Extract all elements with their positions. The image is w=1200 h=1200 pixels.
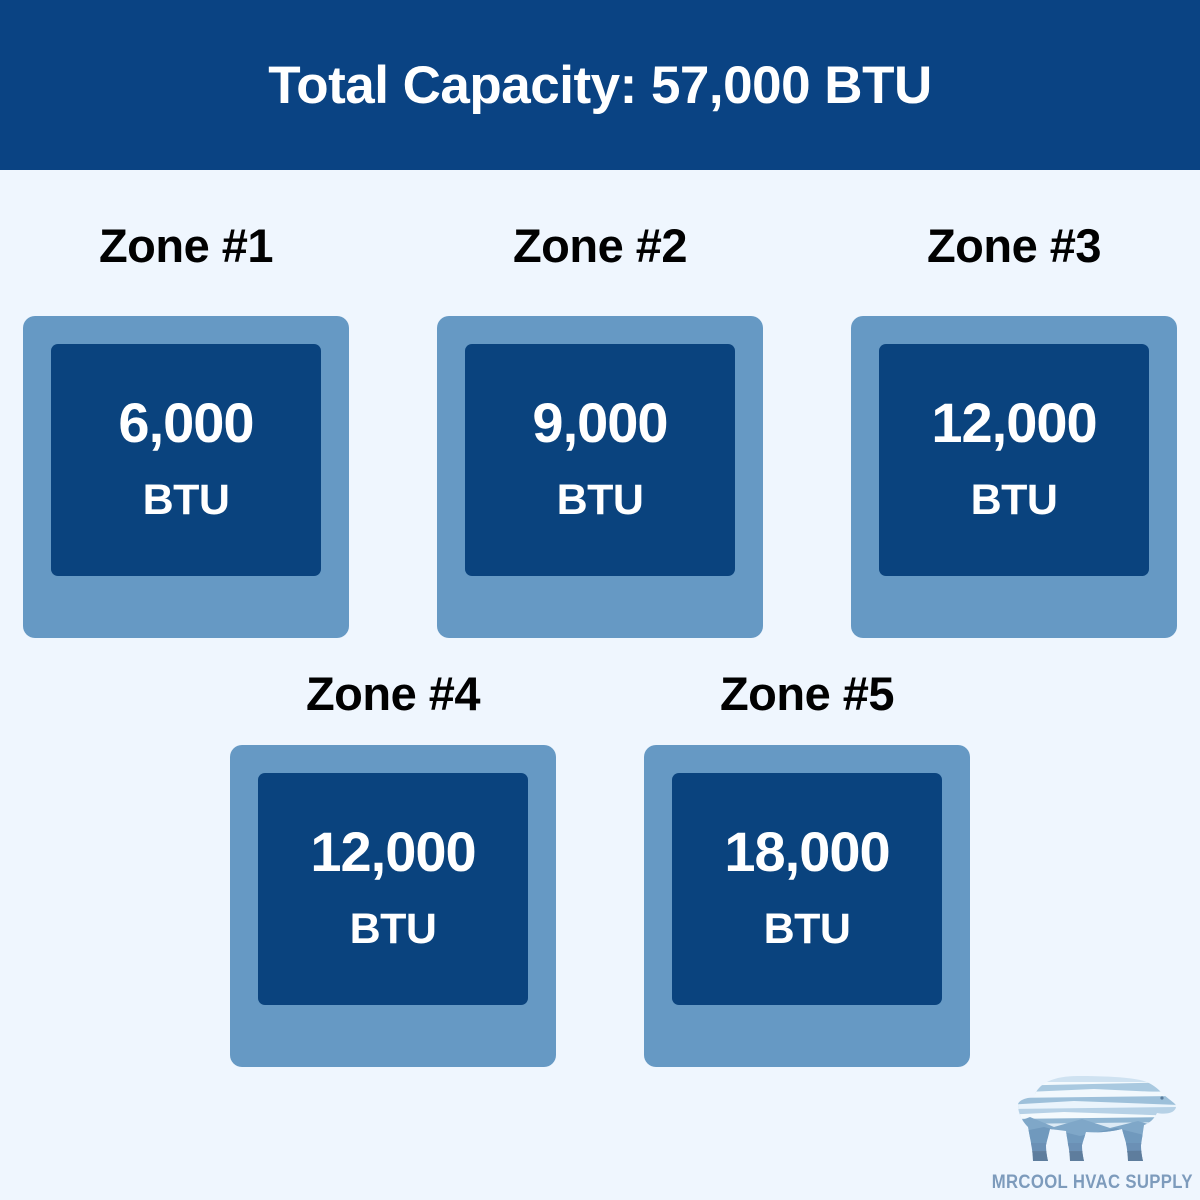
zone-btu-unit-4: BTU <box>349 904 437 953</box>
zone-capacity-tile-1: 6,000 BTU <box>23 316 349 638</box>
zone-card-1: Zone #1 6,000 BTU <box>23 222 349 638</box>
zone-label-1: Zone #1 <box>98 219 274 272</box>
zone-card-4: Zone #4 12,000 BTU <box>230 670 556 1067</box>
bear-eye-icon <box>1160 1096 1164 1100</box>
zones-grid: Zone #1 6,000 BTU Zone #2 9,000 BTU <box>0 170 1200 1067</box>
zone-btu-unit-2: BTU <box>556 475 644 524</box>
zone-value-box-1: 6,000 BTU <box>51 344 321 576</box>
zone-value-box-2: 9,000 BTU <box>465 344 735 576</box>
zone-btu-value-2: 9,000 <box>532 390 668 454</box>
zone-value-box-5: 18,000 BTU <box>672 773 942 1005</box>
zone-row-1: Zone #1 6,000 BTU Zone #2 9,000 BTU <box>0 170 1200 638</box>
zone-card-5: Zone #5 18,000 BTU <box>644 670 970 1067</box>
bear-landscape-fill <box>1018 1076 1176 1161</box>
brand-logo: MRCOOL HVAC SUPPLY <box>991 1067 1193 1193</box>
zone-capacity-tile-3: 12,000 BTU <box>851 316 1177 638</box>
zone-btu-unit-1: BTU <box>142 475 230 524</box>
zone-label-3: Zone #3 <box>926 219 1102 272</box>
zone-value-box-4: 12,000 BTU <box>258 773 528 1005</box>
logo-wordmark: MRCOOL HVAC SUPPLY <box>991 1172 1193 1193</box>
zone-row-2: Zone #4 12,000 BTU Zone #5 18,000 BTU <box>0 638 1200 1067</box>
zone-label-4: Zone #4 <box>305 667 481 720</box>
zone-label-2: Zone #2 <box>512 219 688 272</box>
zone-btu-value-3: 12,000 <box>931 390 1097 454</box>
zone-card-2: Zone #2 9,000 BTU <box>437 222 763 638</box>
polar-bear-icon <box>1018 1076 1176 1161</box>
zone-btu-value-5: 18,000 <box>724 819 890 883</box>
header-bar: Total Capacity: 57,000 BTU <box>0 0 1200 170</box>
zone-btu-unit-3: BTU <box>970 475 1058 524</box>
zone-capacity-tile-5: 18,000 BTU <box>644 745 970 1067</box>
zone-value-box-3: 12,000 BTU <box>879 344 1149 576</box>
zone-btu-value-1: 6,000 <box>118 390 254 454</box>
zone-btu-unit-5: BTU <box>763 904 851 953</box>
zone-capacity-tile-2: 9,000 BTU <box>437 316 763 638</box>
zone-btu-value-4: 12,000 <box>310 819 476 883</box>
page-title: Total Capacity: 57,000 BTU <box>268 55 932 115</box>
zone-capacity-tile-4: 12,000 BTU <box>230 745 556 1067</box>
zone-card-3: Zone #3 12,000 BTU <box>851 222 1177 638</box>
zone-label-5: Zone #5 <box>719 667 895 720</box>
